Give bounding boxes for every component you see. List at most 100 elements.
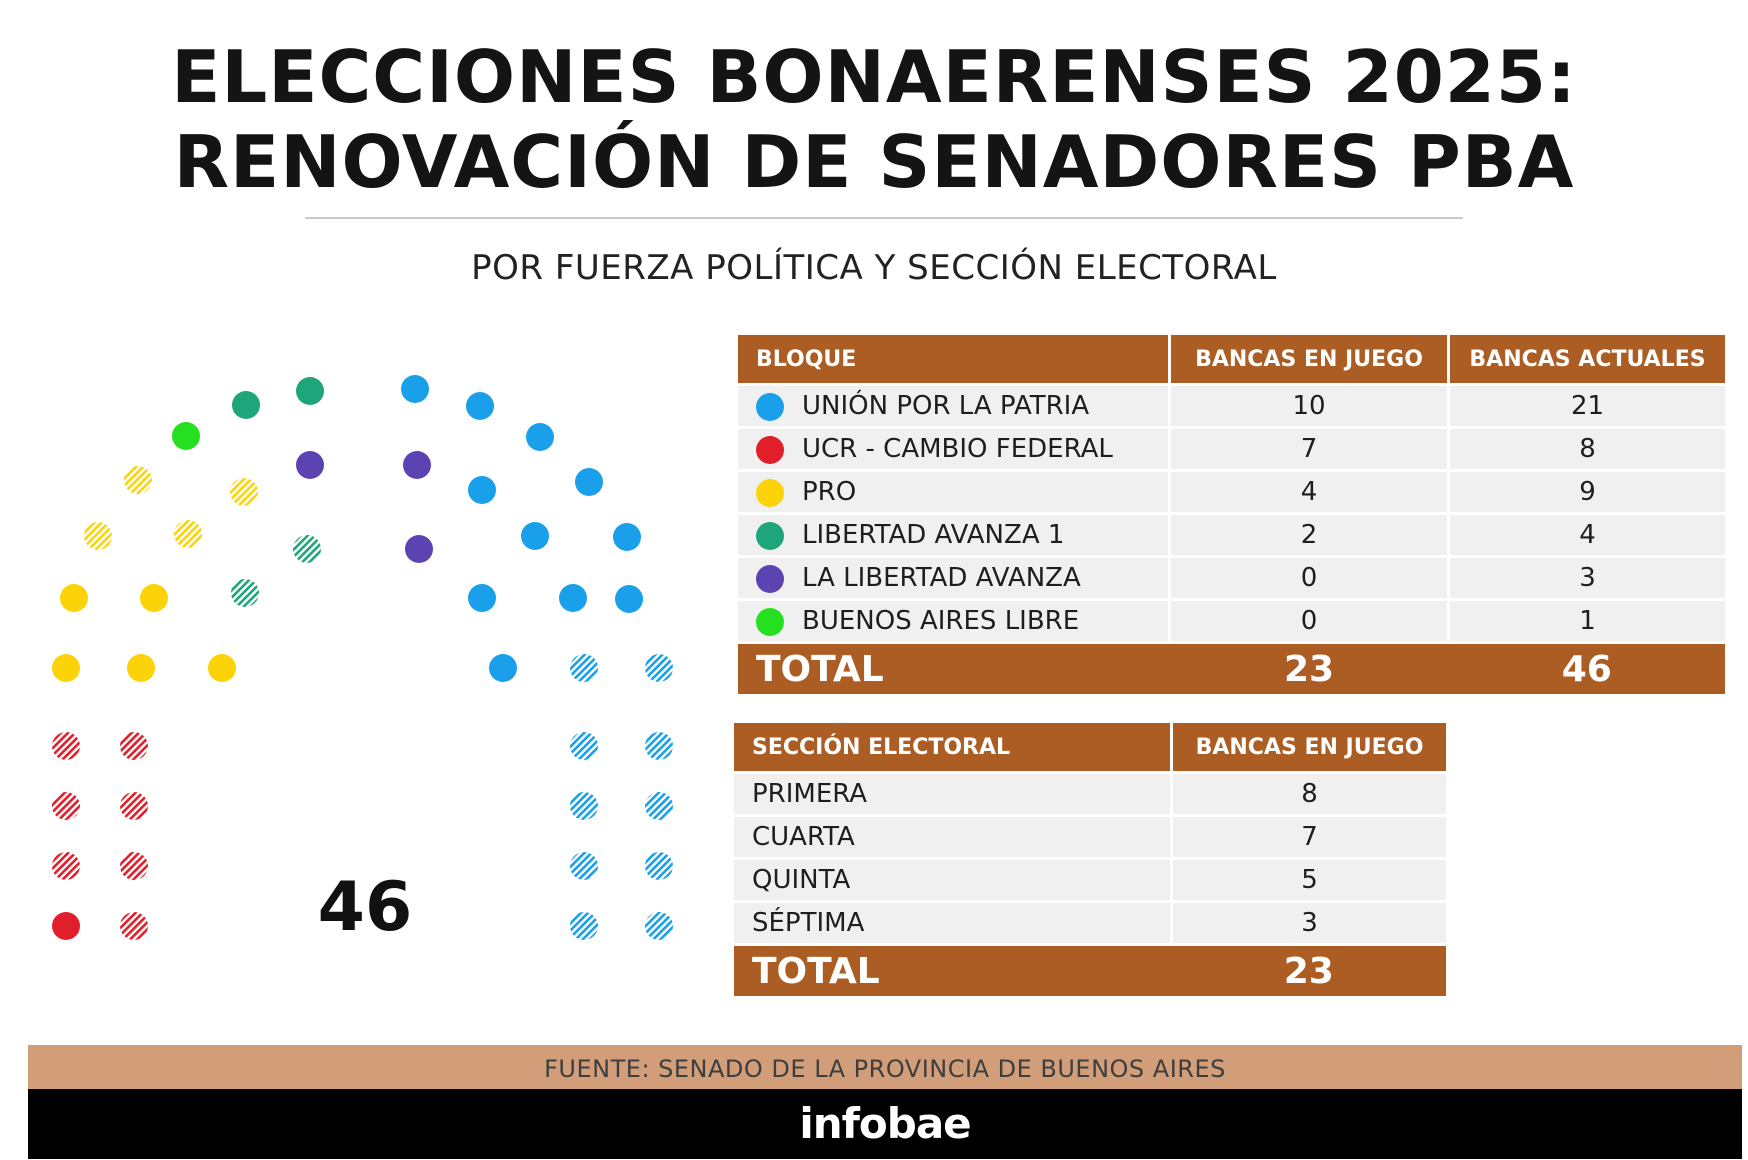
- en-juego-value: 0: [1169, 555, 1450, 600]
- seat-in-play: [645, 912, 673, 940]
- seat-in-play: [570, 732, 598, 760]
- chart-title-line-2: RENOVACIÓN DE SENADORES PBA: [173, 120, 1575, 204]
- seat-in-play: [570, 792, 598, 820]
- title-divider: [305, 217, 1463, 219]
- seat: [232, 391, 260, 419]
- chart-subtitle: POR FUERZA POLÍTICA Y SECCIÓN ELECTORAL: [471, 248, 1277, 288]
- seat: [296, 377, 324, 405]
- seat: [405, 535, 433, 563]
- actuales-value: 1: [1448, 598, 1725, 643]
- seccion-table: SECCIÓN ELECTORAL BANCAS EN JUEGO PRIMER…: [734, 723, 1446, 996]
- seat: [208, 654, 236, 682]
- seat: [526, 423, 554, 451]
- bloque-name: UCR - CAMBIO FEDERAL: [802, 434, 1113, 464]
- total-row: TOTAL 23 46: [738, 641, 1725, 694]
- seat-in-play: [120, 912, 148, 940]
- seat: [60, 584, 88, 612]
- seat: [466, 392, 494, 420]
- bloque-cell: BUENOS AIRES LIBRE: [738, 598, 1171, 643]
- actuales-value: 8: [1448, 426, 1725, 471]
- seat-in-play: [645, 852, 673, 880]
- legend-dot-pro: [756, 478, 784, 507]
- en-juego-value: 3: [1171, 900, 1446, 945]
- table-row: CUARTA 7: [734, 814, 1446, 859]
- seat-in-play: [293, 535, 321, 563]
- seat: [575, 468, 603, 496]
- chart-title-line-1: ELECCIONES BONAERENSES 2025:: [171, 35, 1577, 119]
- seccion-table-header: SECCIÓN ELECTORAL BANCAS EN JUEGO: [734, 723, 1446, 773]
- table-row: LIBERTAD AVANZA 1 2 4: [738, 512, 1725, 557]
- total-row: TOTAL 23: [734, 943, 1446, 996]
- seat: [613, 523, 641, 551]
- seat: [127, 654, 155, 682]
- header-bancas-en-juego: BANCAS EN JUEGO: [1169, 335, 1450, 385]
- table-row: QUINTA 5: [734, 857, 1446, 902]
- seat-in-play: [120, 852, 148, 880]
- seat: [468, 584, 496, 612]
- en-juego-value: 10: [1169, 383, 1450, 428]
- seat-in-play: [570, 912, 598, 940]
- total-actuales: 46: [1448, 641, 1725, 694]
- hemicycle-seats: [52, 375, 673, 940]
- brand-logo: infobae: [28, 1089, 1742, 1159]
- legend-dot-la-libertad-avanza: [756, 564, 784, 593]
- bloque-cell: LIBERTAD AVANZA 1: [738, 512, 1171, 557]
- en-juego-value: 0: [1169, 598, 1450, 643]
- seat-in-play: [645, 792, 673, 820]
- bloque-cell: UCR - CAMBIO FEDERAL: [738, 426, 1171, 471]
- seat: [296, 451, 324, 479]
- seat-in-play: [52, 792, 80, 820]
- total-en-juego: 23: [1171, 943, 1446, 996]
- source-note: FUENTE: SENADO DE LA PROVINCIA DE BUENOS…: [28, 1045, 1742, 1089]
- legend-dot-buenos-aires-libre: [756, 607, 784, 636]
- seat-in-play: [645, 732, 673, 760]
- seat: [615, 585, 643, 613]
- header-seccion-electoral: SECCIÓN ELECTORAL: [734, 723, 1173, 773]
- table-row: UCR - CAMBIO FEDERAL 7 8: [738, 426, 1725, 471]
- actuales-value: 4: [1448, 512, 1725, 557]
- header-bloque: BLOQUE: [738, 335, 1171, 385]
- legend-dot-union-por-la-patria: [756, 392, 784, 421]
- seat-in-play: [230, 478, 258, 506]
- seccion-name: PRIMERA: [734, 771, 1173, 816]
- table-row: UNIÓN POR LA PATRIA 10 21: [738, 383, 1725, 428]
- legend-dot-libertad-avanza-1: [756, 521, 784, 550]
- bloque-cell: LA LIBERTAD AVANZA: [738, 555, 1171, 600]
- actuales-value: 21: [1448, 383, 1725, 428]
- hemicycle-total-label: 46: [318, 868, 413, 947]
- en-juego-value: 2: [1169, 512, 1450, 557]
- en-juego-value: 7: [1169, 426, 1450, 471]
- seat-in-play: [84, 522, 112, 550]
- seat: [521, 522, 549, 550]
- bloque-cell: UNIÓN POR LA PATRIA: [738, 383, 1171, 428]
- seat-in-play: [570, 852, 598, 880]
- seat: [140, 584, 168, 612]
- en-juego-value: 8: [1171, 771, 1446, 816]
- seat-in-play: [52, 732, 80, 760]
- bloque-table: BLOQUE BANCAS EN JUEGO BANCAS ACTUALES U…: [738, 335, 1725, 694]
- seat-in-play: [124, 466, 152, 494]
- seat: [401, 375, 429, 403]
- seat: [489, 654, 517, 682]
- table-row: BUENOS AIRES LIBRE 0 1: [738, 598, 1725, 643]
- en-juego-value: 5: [1171, 857, 1446, 902]
- seat-in-play: [174, 520, 202, 548]
- seccion-name: QUINTA: [734, 857, 1173, 902]
- seat-in-play: [645, 654, 673, 682]
- seat-in-play: [120, 732, 148, 760]
- seccion-name: SÉPTIMA: [734, 900, 1173, 945]
- en-juego-value: 7: [1171, 814, 1446, 859]
- header-bancas-en-juego: BANCAS EN JUEGO: [1171, 723, 1446, 773]
- seat: [403, 451, 431, 479]
- seat: [172, 422, 200, 450]
- seat: [52, 912, 80, 940]
- table-row: LA LIBERTAD AVANZA 0 3: [738, 555, 1725, 600]
- bloque-name: UNIÓN POR LA PATRIA: [802, 391, 1090, 421]
- hemicycle-chart: 46: [52, 375, 673, 947]
- total-label: TOTAL: [738, 641, 1170, 694]
- actuales-value: 3: [1448, 555, 1725, 600]
- seat-in-play: [120, 792, 148, 820]
- header-bancas-actuales: BANCAS ACTUALES: [1448, 335, 1725, 385]
- seccion-name: CUARTA: [734, 814, 1173, 859]
- seat-in-play: [52, 852, 80, 880]
